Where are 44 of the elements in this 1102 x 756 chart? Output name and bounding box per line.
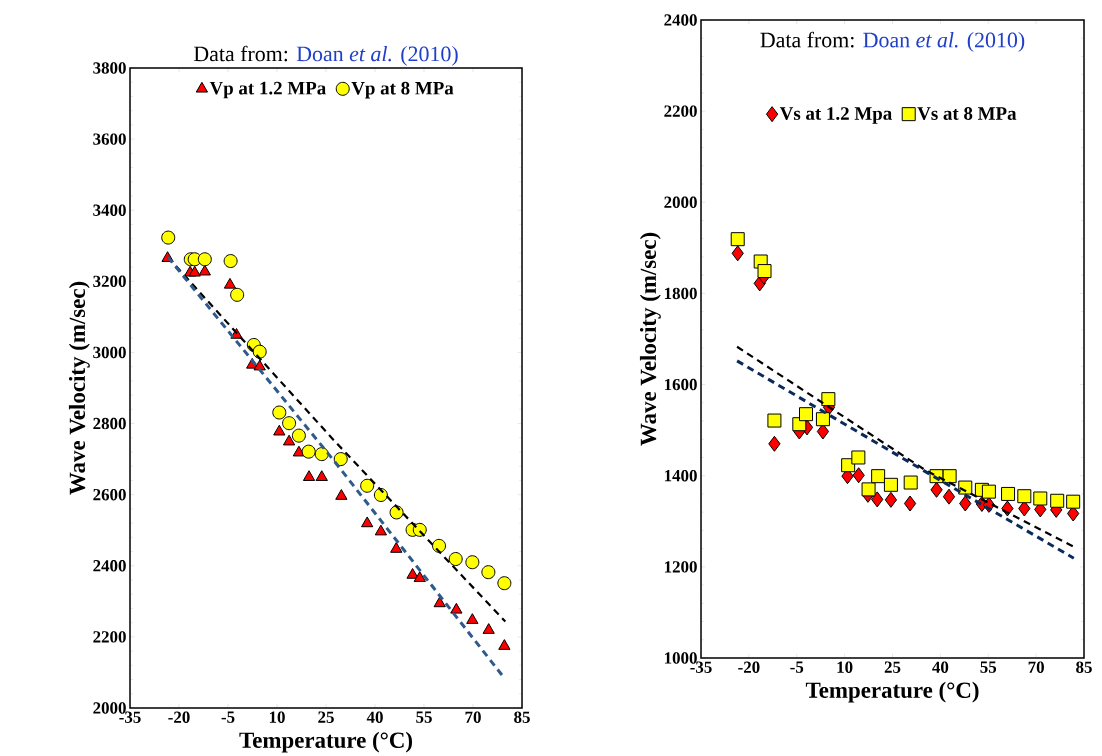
- y-tick-label: 1400: [664, 470, 697, 482]
- y-tick-label: 2200: [664, 105, 697, 117]
- x-axis-title: Temperature (°C): [805, 681, 979, 703]
- x-tick-label: 25: [318, 711, 334, 723]
- y-tick-label: 1800: [664, 287, 697, 300]
- x-tick-label: -20: [738, 661, 760, 674]
- legend-label: Vp at 8 MPa: [351, 81, 454, 99]
- y-tick-label: 2600: [93, 489, 126, 501]
- chart-title: Data from:: [193, 45, 288, 62]
- text: Doan et al. (2010): [863, 32, 1025, 52]
- legend-label: Vs at 8 MPa: [917, 107, 1017, 121]
- y-tick-label: 3600: [93, 133, 126, 145]
- x-tick-label: 10: [269, 711, 285, 724]
- chart-title: Data from:: [760, 31, 854, 48]
- x-tick-label: 85: [514, 711, 530, 724]
- y-tick-label: 2000: [664, 196, 697, 209]
- y-tick-label: 1200: [664, 561, 697, 573]
- x-tick-label: -5: [221, 711, 235, 723]
- legend-label: Vs at 1.2 Mpa: [779, 107, 892, 124]
- y-tick-label: 2800: [93, 417, 126, 430]
- y-axis-title: Wave Velocity (m/sec): [68, 281, 90, 495]
- y-tick-label: 2400: [664, 14, 697, 26]
- x-tick-label: 40: [932, 661, 949, 674]
- y-tick-label: 2400: [93, 560, 126, 572]
- y-tick-label: 1600: [664, 378, 697, 391]
- y-tick-label: 3800: [93, 62, 126, 74]
- y-axis-title: Wave Velocity (m/sec): [639, 232, 661, 446]
- y-tick-label: 3000: [93, 346, 126, 359]
- legend-label: Vp at 1.2 MPa: [209, 81, 326, 99]
- x-tick-label: 55: [416, 711, 432, 723]
- y-tick-label: 2200: [93, 631, 126, 643]
- x-tick-label: 25: [884, 661, 901, 673]
- y-tick-label: 3400: [93, 204, 126, 216]
- x-tick-label: 85: [1076, 661, 1092, 674]
- x-tick-label: -5: [790, 661, 804, 673]
- x-axis-title: Temperature (°C): [239, 731, 412, 753]
- x-tick-label: 70: [465, 711, 481, 724]
- chart-subtitle: Doan et al. (2010): [296, 45, 458, 66]
- x-tick-label: 55: [980, 661, 997, 673]
- x-tick-label: -20: [168, 711, 190, 724]
- y-tick-label: 3200: [93, 275, 126, 288]
- x-tick-label: 40: [366, 711, 383, 724]
- x-tick-label: 10: [837, 661, 853, 674]
- x-tick-label: 70: [1028, 661, 1044, 674]
